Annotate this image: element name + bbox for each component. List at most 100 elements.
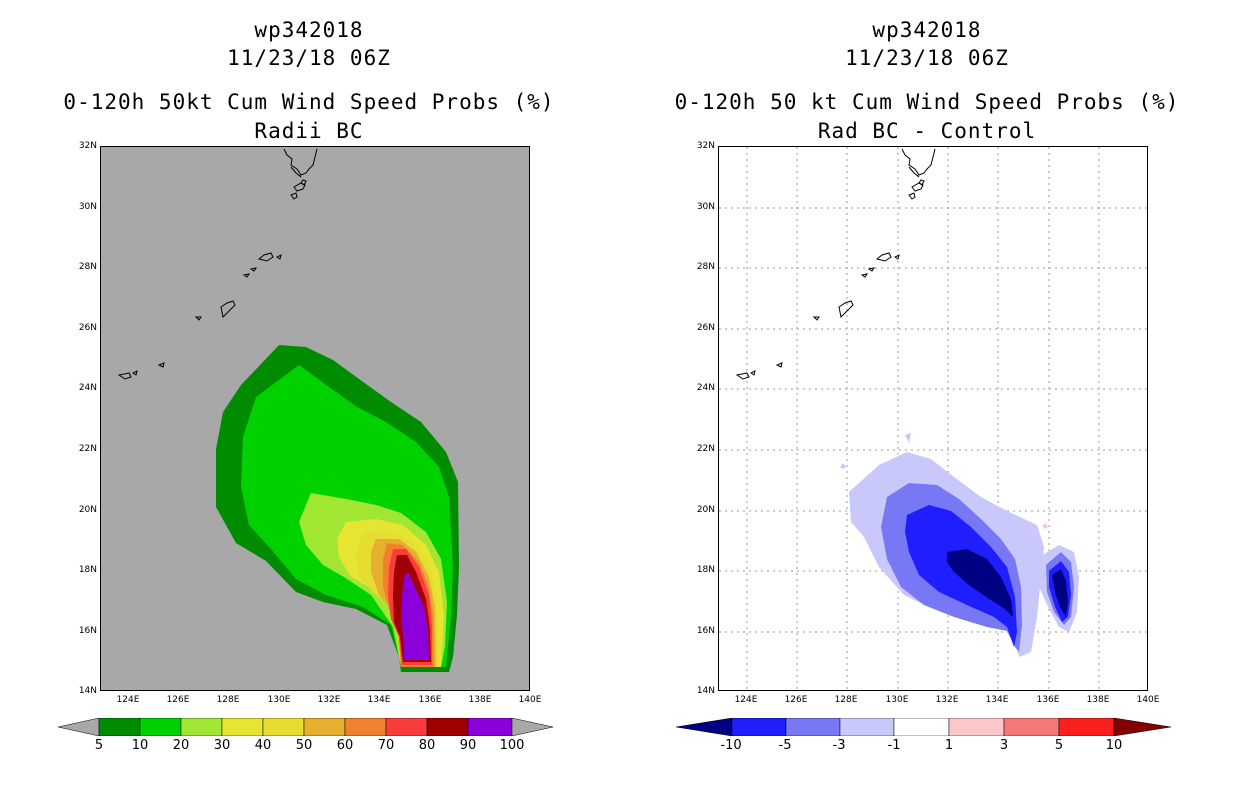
contour-minus10	[947, 549, 1013, 617]
lat-label: 26N	[78, 323, 97, 333]
lon-label: 136E	[1036, 695, 1060, 705]
colorbar-label: -10	[720, 738, 742, 753]
lat-label: 30N	[696, 202, 715, 212]
colorbar-swatch	[426, 718, 469, 736]
colorbar-swatch	[785, 718, 841, 736]
colorbar-label: 5	[1054, 738, 1064, 753]
lat-label: 28N	[696, 262, 715, 272]
lat-label: 14N	[696, 686, 715, 696]
lat-label: 26N	[696, 323, 715, 333]
contour-small-blob	[905, 433, 911, 443]
lon-label: 136E	[418, 695, 442, 705]
subtitle: Radii BC	[254, 119, 364, 143]
coastline	[735, 148, 936, 380]
colorbar-label: 30	[213, 738, 231, 753]
difference-map	[718, 146, 1148, 691]
lat-label: 20N	[696, 505, 715, 515]
lon-label: 134E	[985, 695, 1009, 705]
colorbar	[58, 718, 553, 736]
colorbar-swatch	[385, 718, 428, 736]
lat-label: 24N	[78, 383, 97, 393]
lat-label: 16N	[696, 626, 715, 636]
coastline	[117, 148, 318, 380]
colorbar-label: 70	[377, 738, 395, 753]
lon-label: 140E	[518, 695, 542, 705]
lat-label: 22N	[696, 444, 715, 454]
colorbar-swatch	[731, 718, 787, 736]
lat-label: 30N	[78, 202, 97, 212]
colorbar-swatch	[303, 718, 346, 736]
lon-label: 132E	[317, 695, 341, 705]
colorbar-low-arrow	[58, 718, 100, 736]
colorbar-low-arrow	[676, 718, 733, 736]
lat-label: 18N	[696, 565, 715, 575]
lat-label: 18N	[78, 565, 97, 575]
colorbar	[676, 718, 1171, 736]
colorbar-swatch	[262, 718, 305, 736]
lat-label: 32N	[696, 141, 715, 151]
datetime-title: 11/23/18 06Z	[227, 46, 391, 70]
lon-label: 128E	[216, 695, 240, 705]
lon-label: 128E	[834, 695, 858, 705]
lon-label: 140E	[1136, 695, 1160, 705]
lat-label: 28N	[78, 262, 97, 272]
lon-label: 126E	[166, 695, 190, 705]
colorbar-label: 20	[172, 738, 190, 753]
graticule	[719, 147, 1147, 690]
lat-label: 22N	[78, 444, 97, 454]
lon-label: 124E	[116, 695, 140, 705]
lon-label: 134E	[367, 695, 391, 705]
colorbar-swatch	[467, 718, 513, 736]
colorbar-high-arrow	[511, 718, 553, 736]
lon-label: 132E	[935, 695, 959, 705]
probability-map	[100, 146, 530, 691]
colorbar-swatch	[1003, 718, 1060, 736]
storm-id-title: wp342018	[254, 18, 364, 42]
lat-label: 24N	[696, 383, 715, 393]
lat-label: 20N	[78, 505, 97, 515]
lat-label: 16N	[78, 626, 97, 636]
colorbar-swatch	[344, 718, 387, 736]
datetime-title: 11/23/18 06Z	[845, 46, 1009, 70]
colorbar-high-arrow	[1113, 718, 1171, 736]
colorbar-label: 3	[999, 738, 1009, 753]
contour-90pct	[401, 572, 429, 660]
colorbar-label: 10	[1105, 738, 1123, 753]
right-panel: wp342018 11/23/18 06Z 0-120h 50 kt Cum W…	[618, 0, 1236, 800]
colorbar-label: 100	[499, 738, 525, 753]
colorbar-swatch	[839, 718, 895, 736]
contour-small-positive	[1042, 523, 1048, 529]
colorbar-swatch	[948, 718, 1005, 736]
lon-label: 130E	[885, 695, 909, 705]
colorbar-label: 40	[254, 738, 272, 753]
lon-label: 138E	[1086, 695, 1110, 705]
left-panel: wp342018 11/23/18 06Z 0-120h 50kt Cum Wi…	[58, 18, 555, 753]
colorbar-label: 50	[295, 738, 313, 753]
lat-label: 14N	[78, 686, 97, 696]
colorbar-label: 1	[944, 738, 954, 753]
product-title: 0-120h 50kt Cum Wind Speed Probs (%)	[63, 90, 555, 114]
colorbar-swatch	[893, 718, 950, 736]
product-title: 0-120h 50 kt Cum Wind Speed Probs (%)	[674, 90, 1180, 114]
lat-label: 32N	[78, 141, 97, 151]
colorbar-label: 5	[94, 738, 104, 753]
colorbar-label: 10	[131, 738, 149, 753]
colorbar-label: 80	[418, 738, 436, 753]
contour-small-blob	[840, 463, 846, 469]
colorbar-label: -3	[832, 738, 846, 753]
colorbar-label: 90	[459, 738, 477, 753]
colorbar-label: -1	[887, 738, 901, 753]
lon-label: 138E	[468, 695, 492, 705]
contour-minus10-east	[1052, 569, 1068, 617]
colorbar-swatch	[1058, 718, 1115, 736]
lon-label: 124E	[734, 695, 758, 705]
colorbar-swatch	[221, 718, 264, 736]
colorbar-swatch	[98, 718, 141, 736]
colorbar-swatch	[180, 718, 223, 736]
colorbar-label: -5	[778, 738, 792, 753]
subtitle: Rad BC - Control	[817, 119, 1037, 143]
colorbar-label: 60	[336, 738, 354, 753]
colorbar-swatch	[139, 718, 182, 736]
storm-id-title: wp342018	[872, 18, 982, 42]
lon-label: 126E	[784, 695, 808, 705]
